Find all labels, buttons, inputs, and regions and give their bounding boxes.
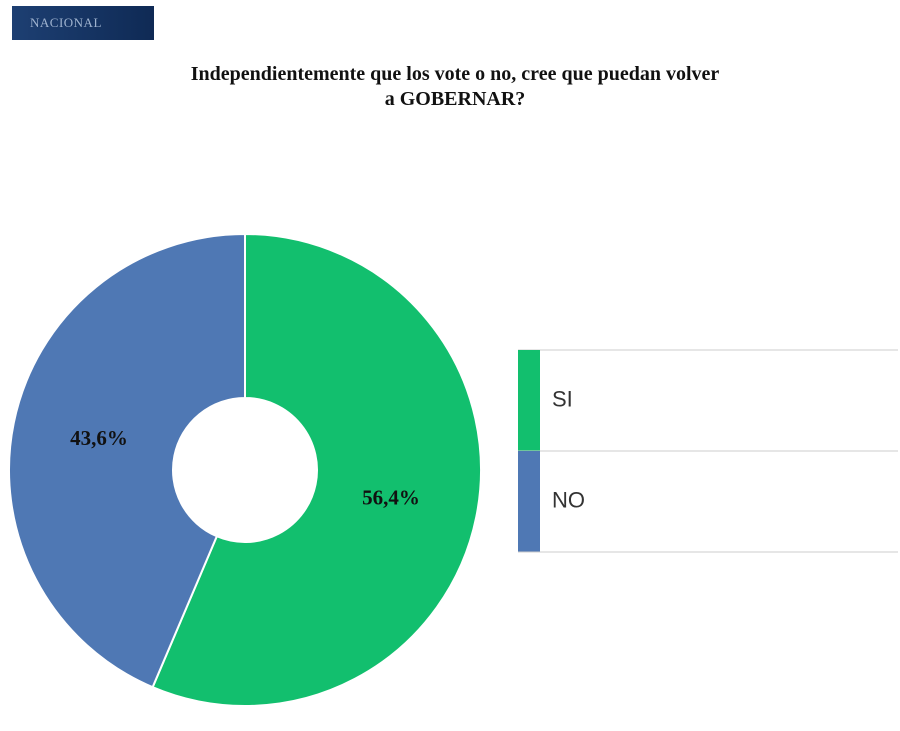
legend-swatch xyxy=(518,451,540,552)
legend-label: NO xyxy=(552,487,585,512)
legend-swatch xyxy=(518,350,540,451)
data-label: 43,6% xyxy=(70,426,128,450)
data-label: 56,4% xyxy=(362,486,420,510)
section-badge: NACIONAL xyxy=(12,6,154,40)
chart-title: Independientemente que los vote o no, cr… xyxy=(190,63,720,110)
donut-slice xyxy=(151,232,482,707)
donut-slice xyxy=(8,232,246,689)
legend-label: SI xyxy=(552,386,573,411)
